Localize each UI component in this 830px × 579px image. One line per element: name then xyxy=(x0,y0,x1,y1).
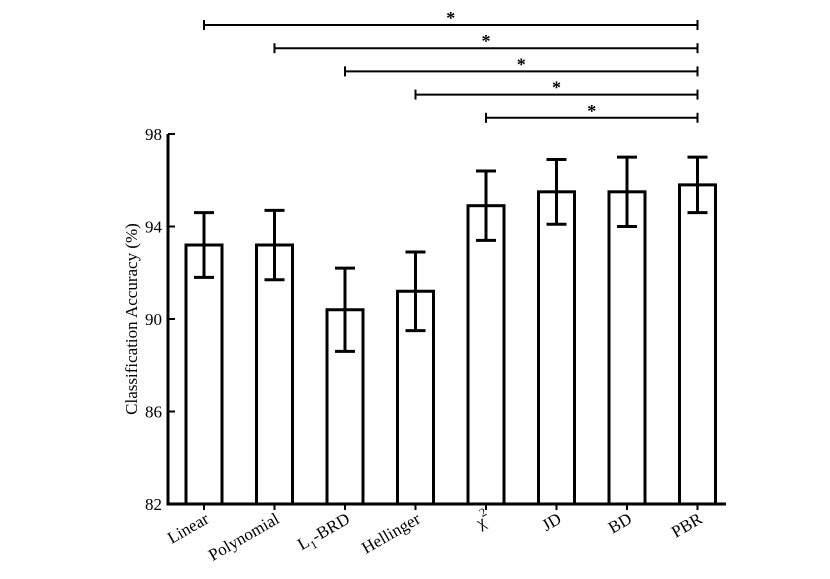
significance-star: * xyxy=(446,8,455,28)
significance-star: * xyxy=(587,101,596,121)
y-tick-label: 82 xyxy=(145,495,162,514)
x-category-label: Polynomial xyxy=(205,509,283,565)
bar xyxy=(678,183,717,506)
x-category-label: L1-BRD xyxy=(294,509,355,557)
significance-star: * xyxy=(552,78,561,98)
x-category-label: PBR xyxy=(668,509,706,542)
y-tick-label: 98 xyxy=(145,125,162,144)
x-category-label: Hellinger xyxy=(358,509,423,558)
x-category-label: BD xyxy=(605,509,635,537)
bars xyxy=(184,155,717,510)
y-tick-label: 94 xyxy=(145,218,163,237)
bar xyxy=(607,190,647,506)
y-tick-label: 90 xyxy=(145,310,162,329)
significance-star: * xyxy=(482,31,491,51)
x-category-label: JD xyxy=(539,509,565,535)
bar xyxy=(466,204,506,506)
bar xyxy=(184,243,224,506)
bar xyxy=(537,190,576,506)
x-category-label: Linear xyxy=(164,509,212,548)
y-ticks: 82 86 90 94 98 xyxy=(145,125,175,514)
significance-brackets: * * * * * xyxy=(203,8,699,123)
y-axis-title: Classification Accuracy (%) xyxy=(122,223,141,415)
x-category-label: χ2 xyxy=(469,505,494,533)
y-tick-label: 86 xyxy=(145,403,162,422)
significance-star: * xyxy=(517,54,526,74)
bar xyxy=(255,243,294,506)
